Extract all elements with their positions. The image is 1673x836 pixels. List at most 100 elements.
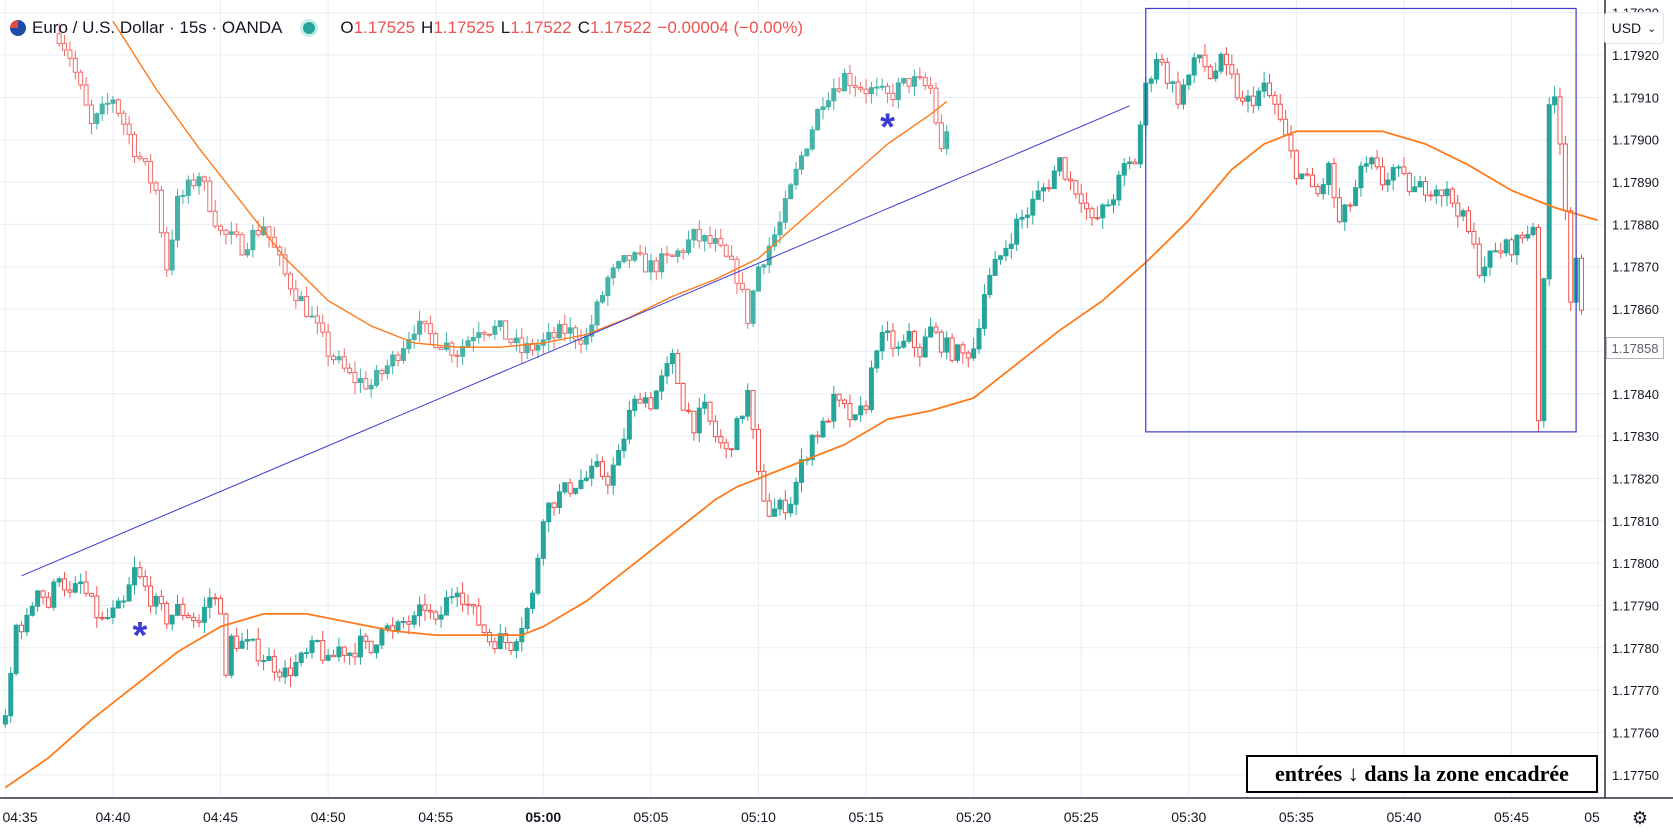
candle [1342, 203, 1348, 231]
candle [131, 131, 137, 164]
candle-body [1412, 186, 1418, 193]
candle-body [72, 57, 78, 73]
candle-body [438, 614, 444, 620]
candle [556, 484, 562, 515]
candle [153, 181, 159, 195]
candle [1202, 43, 1208, 72]
candle [831, 385, 837, 429]
candle [234, 223, 240, 238]
symbol-title[interactable]: Euro / U.S. Dollar · 15s · OANDA [32, 18, 283, 37]
candle [922, 72, 928, 91]
candle-body [1121, 163, 1127, 176]
candle-body [847, 72, 853, 87]
candle-body [374, 369, 380, 386]
candle [1476, 237, 1482, 279]
candle-body [793, 481, 799, 505]
candle [1078, 183, 1084, 213]
candle-body [723, 442, 729, 450]
candle-body [1127, 161, 1133, 165]
candle-body [1293, 150, 1299, 180]
time-axis: 04:35 04:40 04:45 04:50 04:55 05:00 05:05 05:10… [2, 809, 1600, 825]
candle-body [180, 603, 186, 617]
candle-body [729, 448, 735, 451]
candle-body [363, 378, 369, 390]
candle [718, 228, 724, 248]
candle-body [115, 99, 121, 114]
candle [1030, 190, 1036, 225]
candle [815, 430, 821, 444]
candle [750, 389, 756, 440]
candle-body [325, 654, 331, 661]
time-tick-label: 04:50 [311, 809, 346, 825]
candle [820, 97, 826, 120]
candle-body [1046, 187, 1052, 190]
candle [895, 77, 901, 109]
candle-body [998, 255, 1004, 260]
candle-body [325, 331, 331, 357]
high-value: 1.17525 [433, 18, 495, 37]
candle [1240, 90, 1246, 106]
candle-body [1363, 163, 1369, 167]
candle-body [234, 231, 240, 236]
candle-body [809, 434, 815, 460]
currency-selector[interactable]: USD ⌄ [1604, 12, 1664, 44]
candle [218, 224, 224, 236]
candle-body [1417, 181, 1423, 188]
price-tick-label: 1.17910 [1612, 90, 1659, 105]
candle-body [212, 597, 218, 600]
candle-body [492, 325, 498, 335]
candle-body [347, 367, 353, 374]
candle-body [1084, 202, 1090, 210]
candle-body [223, 229, 229, 235]
candle [809, 125, 815, 152]
settings-gear-icon[interactable]: ⚙ [1631, 807, 1649, 828]
candle [293, 280, 299, 309]
candle-body [788, 184, 794, 200]
candle-body [949, 337, 955, 361]
candle [271, 649, 277, 681]
candle-body [443, 597, 449, 616]
candle-body [653, 390, 659, 410]
candle [62, 571, 68, 597]
candle-body [255, 638, 261, 662]
candle [406, 331, 412, 354]
candle [427, 603, 433, 620]
candle [201, 175, 207, 191]
candle [885, 82, 891, 104]
candle [1428, 190, 1434, 201]
candle-body [449, 342, 455, 356]
candle-body [686, 239, 692, 253]
candle [788, 497, 794, 517]
candle [1385, 172, 1391, 192]
candle-body [820, 420, 826, 438]
candle-body [497, 633, 503, 650]
candle-body [1546, 104, 1552, 280]
candle [1455, 194, 1461, 228]
candle [1288, 125, 1294, 159]
candle-body [799, 459, 804, 483]
candle-body [185, 179, 191, 197]
candle [1299, 173, 1305, 181]
candle [287, 271, 293, 296]
candle-body [621, 438, 627, 452]
candle-body [755, 266, 761, 292]
candle [320, 314, 326, 337]
candle-body [1299, 173, 1305, 180]
candle-body [745, 288, 751, 324]
candle [847, 64, 853, 95]
candle [1444, 181, 1450, 207]
candle [1519, 231, 1525, 244]
candle [1331, 157, 1337, 209]
candle [729, 448, 735, 458]
candle-body [1191, 57, 1197, 76]
candle [750, 289, 756, 327]
candle [19, 621, 25, 640]
candle-body [40, 590, 46, 598]
candle [325, 323, 331, 367]
time-tick-label: 05:45 [1494, 809, 1529, 825]
candle-body [1487, 250, 1493, 268]
candle [1492, 242, 1498, 253]
candle [847, 394, 853, 428]
candle-body [1180, 84, 1186, 105]
